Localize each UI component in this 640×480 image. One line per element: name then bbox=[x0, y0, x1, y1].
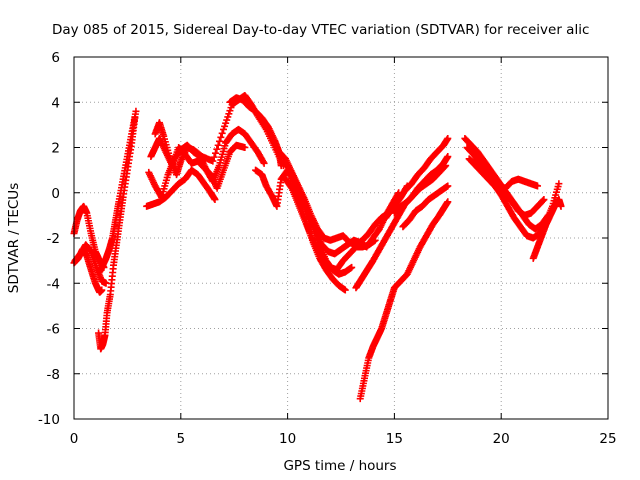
data-point bbox=[216, 137, 224, 145]
x-tick-label: 20 bbox=[493, 431, 510, 447]
data-series bbox=[356, 198, 452, 403]
y-tick-label: -8 bbox=[47, 367, 60, 383]
chart-title: Day 085 of 2015, Sidereal Day-to-day VTE… bbox=[52, 22, 589, 38]
data-point bbox=[211, 196, 219, 204]
data-point bbox=[131, 114, 139, 122]
data-points bbox=[70, 91, 565, 403]
data-series bbox=[399, 182, 452, 231]
y-tick-label: 4 bbox=[51, 95, 60, 111]
x-axis-label: GPS time / hours bbox=[283, 458, 396, 474]
data-point bbox=[557, 202, 565, 210]
data-point bbox=[444, 134, 452, 142]
data-point bbox=[444, 182, 452, 190]
data-point bbox=[444, 198, 452, 206]
y-axis-label: SDTVAR / TECUs bbox=[6, 183, 22, 293]
data-point bbox=[213, 145, 221, 153]
data-point bbox=[371, 236, 379, 244]
data-point bbox=[348, 263, 356, 271]
y-tick-label: -4 bbox=[47, 276, 60, 292]
data-point bbox=[555, 180, 563, 188]
data-point bbox=[217, 133, 225, 141]
data-point bbox=[441, 162, 449, 170]
data-series bbox=[382, 134, 452, 222]
data-point bbox=[444, 153, 452, 161]
y-tick-label: 6 bbox=[51, 50, 60, 66]
data-series bbox=[226, 94, 285, 170]
data-point bbox=[539, 196, 547, 204]
data-series bbox=[290, 177, 356, 278]
y-tick-label: -10 bbox=[38, 412, 60, 428]
x-tick-label: 25 bbox=[599, 431, 616, 447]
y-tick-label: -6 bbox=[47, 322, 60, 338]
data-series bbox=[476, 162, 548, 219]
x-tick-label: 10 bbox=[279, 431, 296, 447]
y-tick-label: 2 bbox=[51, 141, 60, 157]
data-point bbox=[210, 153, 218, 161]
data-point bbox=[341, 286, 349, 294]
data-point bbox=[540, 196, 548, 204]
x-tick-label: 5 bbox=[177, 431, 186, 447]
data-point bbox=[260, 159, 268, 167]
data-series bbox=[529, 196, 565, 262]
data-point bbox=[209, 157, 217, 165]
data-point bbox=[214, 141, 222, 149]
plot-frame bbox=[73, 56, 609, 420]
data-point bbox=[442, 162, 450, 170]
data-series bbox=[390, 162, 450, 217]
data-point bbox=[218, 129, 226, 137]
x-tick-label: 0 bbox=[70, 431, 79, 447]
axis-ticks: 0 5 10 15 20 25 -10 -8 -6 -4 -2 0 2 4 6 bbox=[38, 50, 617, 447]
y-tick-label: -2 bbox=[47, 231, 60, 247]
data-series bbox=[143, 166, 219, 210]
x-tick-label: 15 bbox=[386, 431, 403, 447]
y-tick-label: 0 bbox=[51, 186, 60, 202]
data-series bbox=[95, 114, 139, 353]
data-point bbox=[259, 158, 267, 166]
data-point bbox=[241, 144, 249, 151]
data-point bbox=[212, 149, 220, 157]
data-point bbox=[98, 286, 106, 294]
data-point bbox=[132, 107, 140, 115]
data-point bbox=[534, 182, 542, 190]
